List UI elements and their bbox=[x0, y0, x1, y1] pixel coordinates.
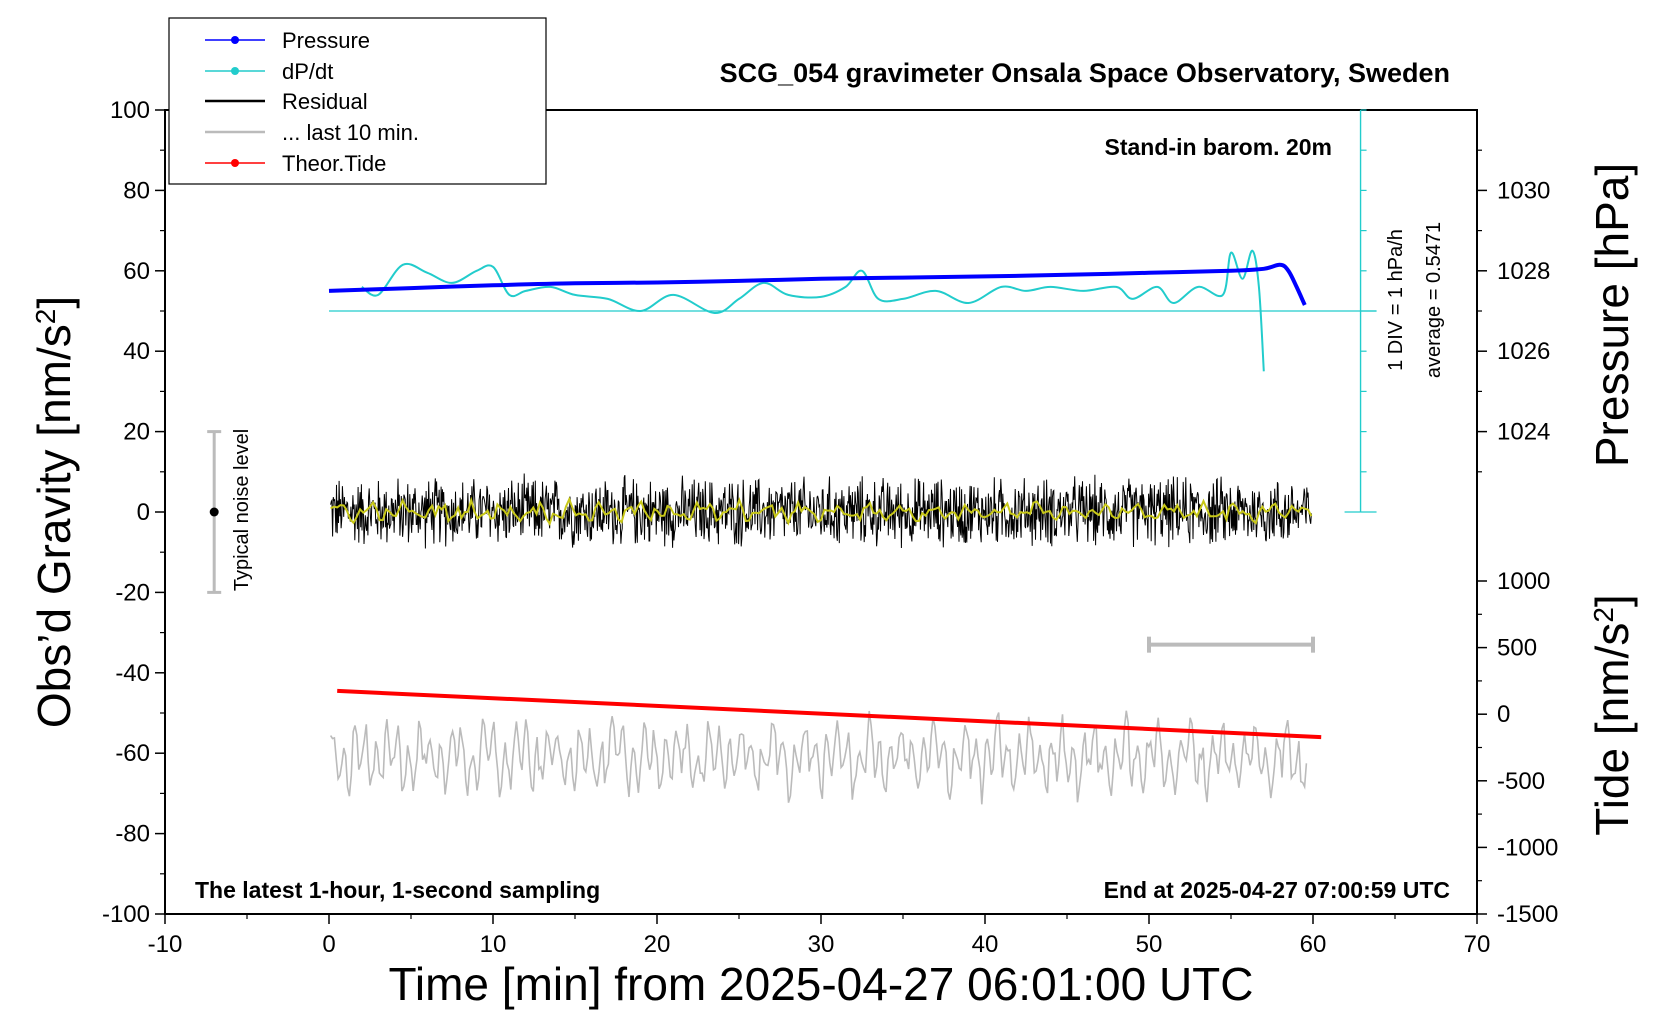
legend: Pressure dP/dt Residual ... last 10 min.… bbox=[168, 17, 547, 185]
legend-dpdt-label: dP/dt bbox=[282, 59, 333, 84]
x-axis-title: Time [min] from 2025-04-27 06:01:00 UTC bbox=[389, 958, 1254, 1010]
y-tick-label: -80 bbox=[115, 821, 150, 848]
left-axis-title: Obs’d Gravity [nm/s2] bbox=[28, 296, 80, 728]
x-tick-label: -10 bbox=[148, 931, 183, 958]
dpdt-average-note: average = 0.5471 bbox=[1423, 222, 1445, 378]
x-tick-label: 40 bbox=[972, 931, 999, 958]
legend-dpdt-marker bbox=[231, 67, 239, 75]
legend-pressure-label: Pressure bbox=[282, 28, 370, 53]
x-tick-label: 0 bbox=[322, 931, 335, 958]
y-tick-label: 20 bbox=[123, 419, 150, 446]
y-tick-label: 40 bbox=[123, 338, 150, 365]
tide-tick-label: -1500 bbox=[1497, 901, 1558, 928]
chart-title: SCG_054 gravimeter Onsala Space Observat… bbox=[720, 58, 1450, 88]
x-tick-label: 20 bbox=[644, 931, 671, 958]
x-tick-label: 10 bbox=[480, 931, 507, 958]
y-tick-label: -60 bbox=[115, 740, 150, 767]
y-tick-label: -40 bbox=[115, 660, 150, 687]
residual-line bbox=[330, 473, 1312, 549]
noise-bar-center bbox=[209, 507, 219, 517]
tide-tick-label: 1000 bbox=[1497, 568, 1550, 595]
pressure-tick-label: 1028 bbox=[1497, 258, 1550, 285]
residual-smooth-line bbox=[330, 496, 1313, 527]
dpdt-div-note: 1 DIV = 1 hPa/h bbox=[1385, 229, 1407, 371]
latest-hour-note: The latest 1-hour, 1-second sampling bbox=[195, 877, 600, 903]
x-tick-label: 70 bbox=[1464, 931, 1491, 958]
last10-line bbox=[329, 710, 1308, 805]
legend-tide-label: Theor.Tide bbox=[282, 151, 386, 176]
end-time-note: End at 2025-04-27 07:00:59 UTC bbox=[1104, 877, 1450, 903]
tide-line bbox=[337, 688, 1322, 740]
legend-tide-marker bbox=[231, 159, 239, 167]
barometer-note: Stand-in barom. 20m bbox=[1105, 134, 1332, 160]
pressure-axis-title: Pressure [hPa] bbox=[1586, 163, 1638, 467]
gravity-series-layer bbox=[207, 249, 1377, 805]
y-tick-label: 80 bbox=[123, 177, 150, 204]
noise-level-label: Typical noise level bbox=[231, 429, 253, 591]
y-tick-label: -20 bbox=[115, 579, 150, 606]
y-tick-label: 60 bbox=[123, 258, 150, 285]
x-tick-label: 30 bbox=[808, 931, 835, 958]
tide-tick-label: 0 bbox=[1497, 701, 1510, 728]
y-tick-label: -100 bbox=[102, 901, 150, 928]
tide-axis-title: Tide [nm/s2] bbox=[1586, 594, 1638, 835]
tide-tick-label: -500 bbox=[1497, 768, 1545, 795]
legend-residual-label: Residual bbox=[282, 89, 368, 114]
x-tick-label: 60 bbox=[1300, 931, 1327, 958]
pressure-tick-label: 1026 bbox=[1497, 338, 1550, 365]
y-tick-label: 0 bbox=[137, 499, 150, 526]
pressure-line bbox=[328, 262, 1307, 306]
axis-ticks-layer: -10 0 10 20 30 40 50 60 70100806040200-20-40-60-… bbox=[102, 97, 1558, 958]
x-tick-label: 50 bbox=[1136, 931, 1163, 958]
dpdt-line bbox=[361, 249, 1265, 372]
pressure-tick-label: 1030 bbox=[1497, 177, 1550, 204]
y-tick-label: 100 bbox=[110, 97, 150, 124]
tide-tick-label: -1000 bbox=[1497, 834, 1558, 861]
legend-last10-label: ... last 10 min. bbox=[282, 120, 419, 145]
pressure-tick-label: 1024 bbox=[1497, 419, 1550, 446]
legend-pressure-marker bbox=[231, 36, 239, 44]
tide-tick-label: 500 bbox=[1497, 635, 1537, 662]
